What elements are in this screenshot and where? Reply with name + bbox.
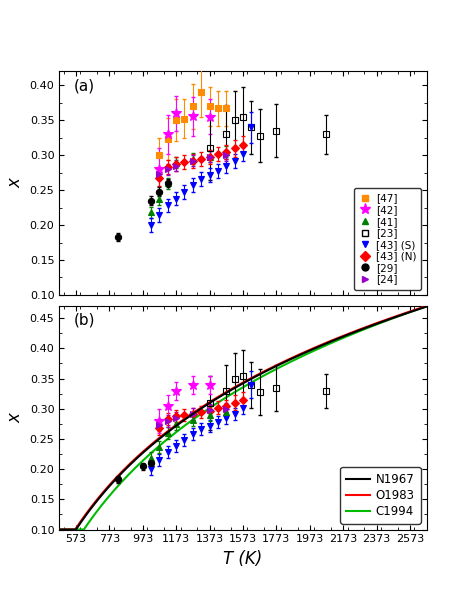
O1983	[343, 331, 348, 339]
C1994	[349, 331, 355, 338]
O1983	[56, 526, 62, 533]
Y-axis label: x: x	[6, 413, 24, 422]
Line: C1994: C1994	[59, 306, 427, 530]
C1994	[205, 406, 210, 413]
N1967	[349, 330, 355, 337]
N1967	[343, 332, 348, 339]
O1983	[309, 346, 314, 353]
Legend: N1967, O1983, C1994: N1967, O1983, C1994	[340, 467, 421, 524]
Text: (b): (b)	[74, 313, 95, 328]
O1983	[349, 328, 355, 336]
C1994	[424, 303, 429, 310]
Text: (a): (a)	[74, 78, 95, 93]
Legend: [47], [42], [41], [23], [43] (S), [43] (N), [29], [24]: [47], [42], [41], [23], [43] (S), [43] (…	[354, 189, 421, 290]
Y-axis label: x: x	[6, 178, 24, 188]
C1994	[94, 508, 100, 515]
Line: O1983: O1983	[59, 306, 427, 530]
N1967	[94, 497, 100, 505]
C1994	[218, 397, 224, 404]
X-axis label: T (K): T (K)	[223, 550, 263, 568]
N1967	[205, 400, 210, 408]
N1967	[309, 346, 314, 353]
N1967	[424, 303, 429, 310]
O1983	[94, 496, 100, 503]
Line: N1967: N1967	[59, 306, 427, 530]
C1994	[56, 526, 62, 533]
O1983	[218, 392, 224, 399]
C1994	[309, 348, 314, 355]
N1967	[218, 392, 224, 399]
O1983	[205, 400, 210, 407]
N1967	[56, 526, 62, 533]
C1994	[343, 333, 348, 340]
O1983	[424, 302, 429, 309]
